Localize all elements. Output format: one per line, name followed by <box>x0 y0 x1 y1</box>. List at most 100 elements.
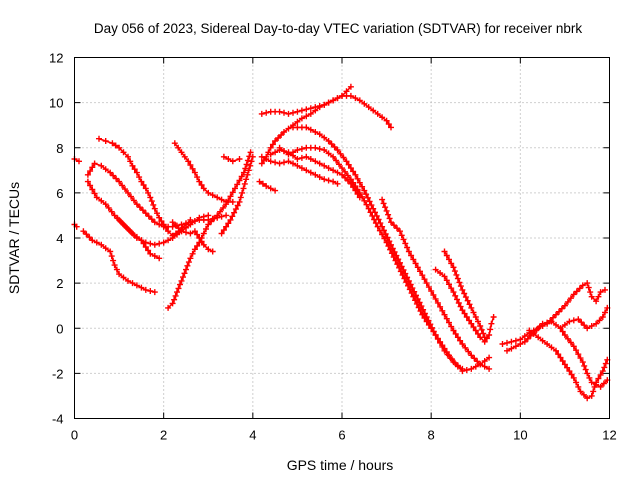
data-point <box>447 355 454 362</box>
data-point <box>225 197 232 204</box>
data-point <box>91 190 98 197</box>
data-point <box>200 241 207 248</box>
data-point <box>462 294 469 301</box>
data-point <box>98 197 105 204</box>
data-point <box>223 223 230 230</box>
data-point <box>381 235 388 242</box>
data-point <box>352 183 359 190</box>
data-point <box>229 189 236 196</box>
data-point <box>145 213 152 220</box>
data-point <box>84 178 91 185</box>
y-tick-label: 8 <box>56 141 63 156</box>
data-point <box>122 186 128 193</box>
data-point <box>393 252 400 259</box>
data-point <box>259 180 266 187</box>
data-point <box>356 97 363 104</box>
data-point <box>307 110 314 117</box>
data-point <box>234 202 241 209</box>
data-point <box>225 220 232 227</box>
data-point <box>91 160 98 167</box>
series-track-1 <box>71 156 82 165</box>
data-point <box>312 144 319 151</box>
data-point <box>334 180 341 187</box>
data-point <box>178 277 185 284</box>
data-point <box>102 201 109 208</box>
data-point <box>208 218 215 225</box>
data-point <box>466 301 473 308</box>
series-track-25 <box>526 327 611 402</box>
data-point <box>111 262 118 269</box>
data-point <box>129 280 136 287</box>
data-point <box>575 351 582 358</box>
data-point <box>600 380 607 387</box>
y-tick-label: -2 <box>52 366 64 381</box>
data-point <box>425 317 432 324</box>
data-point <box>325 165 332 172</box>
data-point <box>602 309 608 316</box>
data-point <box>263 156 270 162</box>
data-point <box>175 225 182 232</box>
data-point <box>566 318 573 325</box>
data-point <box>379 223 386 230</box>
data-point <box>432 332 439 338</box>
y-tick-label: -4 <box>52 412 64 427</box>
data-point <box>191 218 198 225</box>
series-track-15 <box>258 92 394 167</box>
data-point <box>160 221 167 228</box>
data-point <box>430 292 437 298</box>
data-point <box>448 260 455 267</box>
data-point <box>588 392 595 399</box>
data-point <box>366 198 373 205</box>
data-point <box>87 168 94 175</box>
data-point <box>363 191 370 198</box>
data-point <box>330 178 337 185</box>
data-point <box>472 314 479 320</box>
data-point <box>214 194 221 201</box>
data-point <box>434 336 441 342</box>
data-point <box>136 174 143 181</box>
data-point <box>334 169 341 176</box>
data-point <box>247 162 254 169</box>
data-point <box>579 282 586 289</box>
data-point <box>475 318 481 325</box>
data-point <box>113 175 120 182</box>
data-point <box>109 140 116 147</box>
data-point <box>581 362 588 369</box>
data-point <box>395 256 402 263</box>
data-point <box>189 250 196 257</box>
data-point <box>194 242 201 249</box>
data-point <box>490 314 497 320</box>
data-point <box>421 276 428 283</box>
data-point <box>312 171 319 178</box>
data-point <box>209 248 216 255</box>
data-point <box>229 213 236 220</box>
data-point <box>372 209 378 216</box>
data-point <box>272 149 279 156</box>
y-tick-label: 10 <box>49 96 63 111</box>
data-point <box>285 158 292 165</box>
data-point <box>512 337 519 344</box>
data-point <box>200 230 207 237</box>
data-point <box>380 200 387 207</box>
data-point <box>290 109 296 116</box>
data-point <box>205 246 212 253</box>
data-point <box>125 277 131 284</box>
data-point <box>548 344 555 351</box>
data-point <box>342 168 348 175</box>
data-point <box>456 279 463 286</box>
data-point <box>394 225 400 232</box>
data-point <box>386 238 393 245</box>
data-point <box>84 171 91 178</box>
data-point <box>133 169 140 176</box>
data-point <box>453 271 460 278</box>
data-point <box>148 216 155 223</box>
data-point <box>446 256 452 263</box>
data-point <box>481 358 488 364</box>
data-point <box>450 289 457 296</box>
data-point <box>98 241 105 248</box>
data-point <box>130 197 137 204</box>
data-point <box>194 174 201 181</box>
data-point <box>382 204 389 211</box>
data-point <box>316 104 323 111</box>
data-point <box>220 204 227 211</box>
